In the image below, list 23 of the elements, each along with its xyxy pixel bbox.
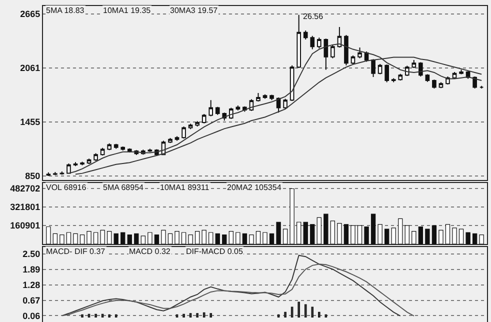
y-tick-label: 1.28 — [22, 280, 40, 290]
annotation: VOL 68916 — [46, 183, 87, 192]
y-tick-label: 321801 — [10, 202, 40, 212]
annotation: DIF-MACD 0.05 — [186, 247, 244, 256]
y-tick-label: 2.50 — [22, 249, 40, 260]
annotation: 10MA1 89311 — [160, 183, 210, 192]
y-tick-label: 0.06 — [22, 310, 40, 321]
y-tick-label: 1455 — [20, 117, 40, 128]
annotation: MACD- DIF 0.37 — [46, 247, 106, 256]
y-tick-label: 850 — [25, 171, 40, 182]
annotation: 30MA3 19.57 — [170, 6, 218, 15]
y-tick-label: 160901 — [10, 220, 40, 231]
annotation: MACD 0.32 — [129, 247, 171, 256]
annotation: 5MA 68954 — [103, 183, 144, 192]
y-tick-label: 2665 — [20, 9, 40, 20]
annotation: 10MA1 19.35 — [103, 6, 152, 15]
y-tick-label: 2061 — [20, 63, 40, 74]
annotation: 5MA 18.83 — [46, 6, 85, 15]
y-tick-label: 0.67 — [22, 295, 40, 306]
annotation: 26.56 — [303, 12, 324, 21]
annotation: 20MA2 105354 — [227, 183, 282, 192]
y-tick-label: 1.89 — [22, 264, 40, 275]
y-tick-label: 482702 — [10, 184, 40, 194]
